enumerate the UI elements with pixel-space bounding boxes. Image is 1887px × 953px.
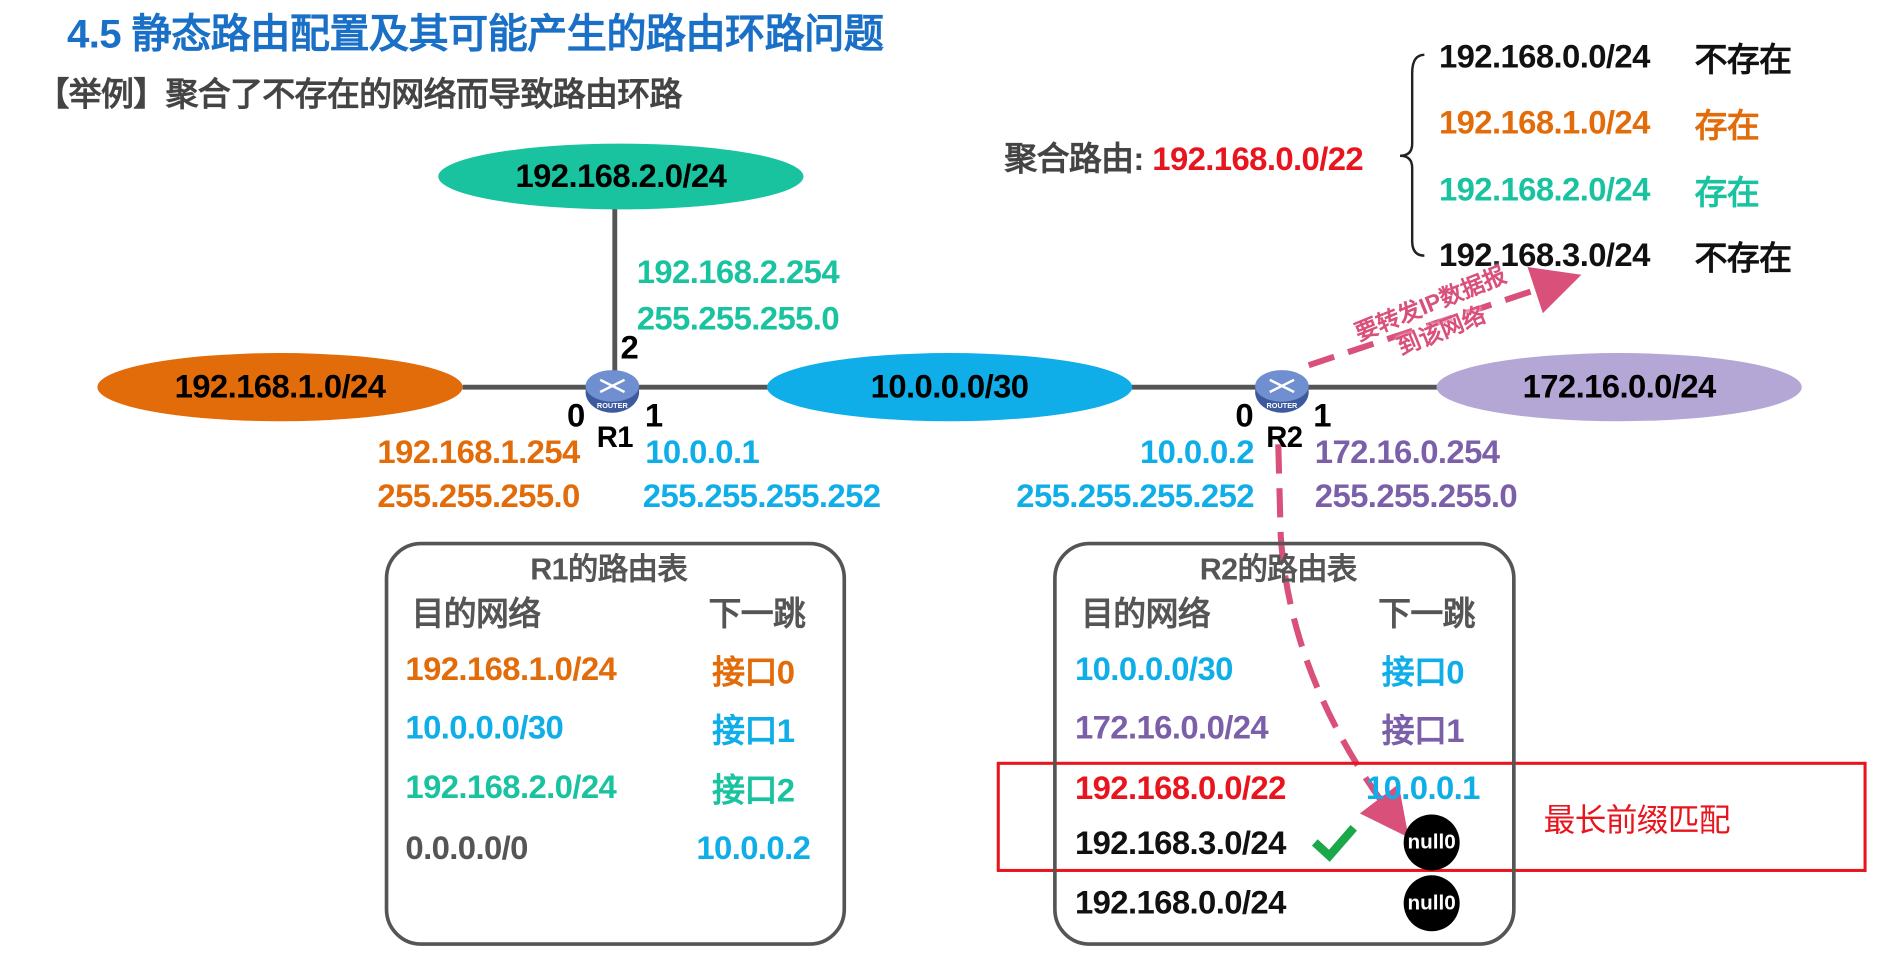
r2-row-next: 10.0.0.1 — [1365, 770, 1481, 807]
r2-row-dest: 192.168.0.0/22 — [1074, 770, 1286, 807]
check-icon — [1311, 825, 1357, 862]
null0-badge: null0 — [1403, 814, 1460, 871]
aggregate-item-net: 192.168.1.0/24 — [1438, 104, 1650, 141]
r2-routing-table — [1053, 541, 1516, 946]
r1-col-dest: 目的网络 — [411, 595, 541, 633]
r1-port1: 1 — [644, 397, 663, 435]
r2-name: R2 — [1266, 421, 1303, 455]
r1-col-next: 下一跳 — [708, 595, 806, 633]
router-icon — [1255, 370, 1309, 413]
lookup-arrow — [1275, 444, 1409, 838]
router-icon — [585, 370, 640, 413]
r1-if2-ip: 192.168.2.254 — [636, 253, 840, 291]
r1-name: R1 — [596, 421, 634, 455]
forward-arrow — [1307, 266, 1582, 369]
r2-if1-mask: 255.255.255.0 — [1314, 477, 1518, 515]
r2-row-dest: 192.168.3.0/24 — [1074, 824, 1286, 862]
subtitle: 【举例】聚合了不存在的网络而导致路由环路 — [36, 76, 683, 113]
network-left-label: 192.168.1.0/24 — [174, 368, 386, 405]
network-top-label: 192.168.2.0/24 — [515, 157, 727, 195]
r1-if1-ip: 10.0.0.1 — [645, 434, 760, 471]
r1-router-label: ROUTER — [596, 402, 628, 411]
aggregate-item-net: 192.168.2.0/24 — [1438, 171, 1650, 208]
r2-row-dest: 172.16.0.0/24 — [1074, 709, 1269, 746]
r1-row-dest: 192.168.2.0/24 — [405, 768, 617, 806]
aggregate-item-net: 192.168.3.0/24 — [1438, 236, 1650, 274]
aggregate-route: 聚合路由: 192.168.0.0/22 — [1004, 132, 1363, 179]
r1-row-dest: 192.168.1.0/24 — [405, 650, 617, 688]
aggregate-label: 聚合路由: — [1004, 140, 1153, 178]
r1-row-next: 10.0.0.2 — [696, 829, 811, 867]
r1-row-dest: 10.0.0.0/30 — [405, 709, 564, 746]
network-middle — [766, 353, 1133, 422]
r1-row-next: 接口0 — [712, 654, 795, 691]
r2-table-title: R2的路由表 — [1199, 552, 1358, 587]
r2-port0: 0 — [1235, 397, 1254, 435]
r1-if2-mask: 255.255.255.0 — [636, 300, 840, 337]
r2-col-next: 下一跳 — [1378, 595, 1475, 633]
brace — [1399, 53, 1425, 257]
r2-row-next: 接口0 — [1381, 654, 1465, 691]
network-right — [1436, 353, 1802, 422]
network-right-label: 172.16.0.0/24 — [1522, 368, 1717, 405]
aggregate-value: 192.168.0.0/22 — [1152, 140, 1364, 178]
r1-row-next: 接口1 — [712, 712, 795, 750]
r2-port1: 1 — [1313, 397, 1331, 435]
page-title: 4.5 静态路由配置及其可能产生的路由环路问题 — [66, 10, 884, 57]
r2-if0-ip: 10.0.0.2 — [1139, 434, 1255, 471]
aggregate-item-status: 不存在 — [1694, 42, 1792, 79]
r2-router-label: ROUTER — [1266, 402, 1298, 411]
r1-if0-ip: 192.168.1.254 — [377, 434, 580, 471]
r1-row-dest: 0.0.0.0/0 — [405, 829, 528, 867]
r1-port0: 0 — [566, 397, 585, 435]
r2-row-dest: 192.168.0.0/24 — [1074, 884, 1286, 921]
r2-row-next: 接口1 — [1381, 712, 1465, 750]
aggregate-item-net: 192.168.0.0/24 — [1438, 38, 1650, 75]
aggregate-item-status: 不存在 — [1694, 240, 1792, 277]
r1-if1-mask: 255.255.255.252 — [642, 477, 881, 515]
r1-row-next: 接口2 — [712, 772, 795, 809]
r1-table-title: R1的路由表 — [530, 552, 688, 587]
r1-if0-mask: 255.255.255.0 — [377, 477, 580, 515]
r2-row-dest: 10.0.0.0/30 — [1074, 650, 1233, 688]
longest-match-label: 最长前缀匹配 — [1543, 801, 1731, 839]
network-top — [438, 143, 804, 210]
r2-if0-mask: 255.255.255.252 — [1016, 477, 1254, 515]
r2-col-dest: 目的网络 — [1081, 595, 1211, 633]
r1-port2: 2 — [620, 329, 639, 366]
aggregate-item-status: 存在 — [1694, 107, 1760, 145]
network-middle-label: 10.0.0.0/30 — [870, 368, 1029, 405]
r2-if1-ip: 172.16.0.254 — [1314, 434, 1500, 471]
aggregate-item-status: 存在 — [1694, 174, 1760, 212]
network-left — [97, 353, 463, 422]
null0-badge: null0 — [1403, 875, 1460, 932]
r1-routing-table — [384, 541, 847, 946]
